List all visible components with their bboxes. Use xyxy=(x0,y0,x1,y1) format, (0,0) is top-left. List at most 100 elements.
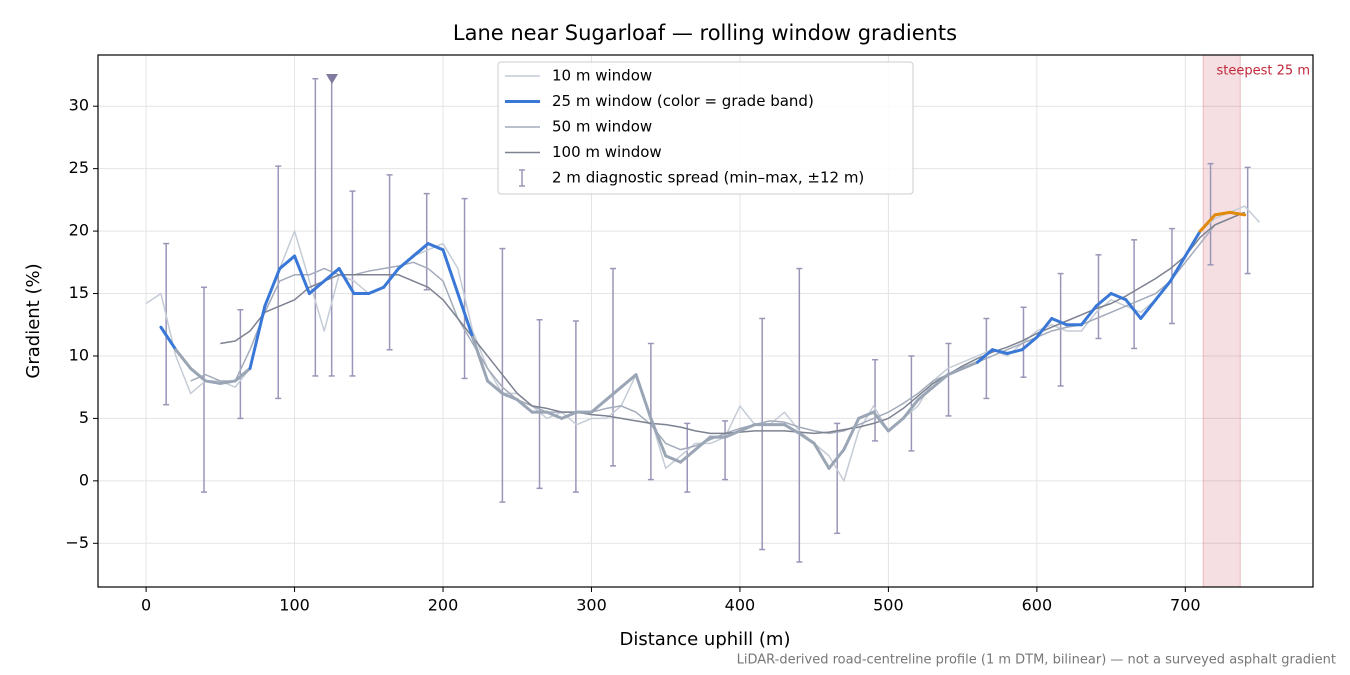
line-segment xyxy=(961,360,979,370)
highlight-label: steepest 25 m xyxy=(1217,64,1310,79)
line-segment xyxy=(396,254,415,271)
line-segment xyxy=(782,423,801,435)
line-segment xyxy=(842,416,861,452)
line-segment xyxy=(931,373,950,389)
line-segment xyxy=(471,335,490,383)
x-tick-label: 500 xyxy=(873,596,904,615)
line-segment xyxy=(619,373,638,389)
series-line xyxy=(145,205,1261,482)
line-segment xyxy=(916,385,935,402)
line-segment xyxy=(248,304,267,370)
line-segment xyxy=(1183,229,1202,258)
y-tick-label: 10 xyxy=(69,345,89,364)
highlight-band xyxy=(1202,55,1241,587)
line-segment xyxy=(293,254,311,296)
x-tick-label: 300 xyxy=(576,596,607,615)
y-tick-label: 15 xyxy=(69,283,89,302)
y-tick-label: 5 xyxy=(79,408,89,427)
line-segment xyxy=(1228,210,1247,217)
line-segment xyxy=(990,348,1009,355)
line-segment xyxy=(975,348,994,364)
line-segment xyxy=(872,410,890,433)
line-segment xyxy=(589,398,608,414)
series-line xyxy=(220,211,1245,435)
chart-title: Lane near Sugarloaf — rolling window gra… xyxy=(453,21,957,45)
y-tick-label: 30 xyxy=(69,96,89,115)
y-axis-label: Gradient (%) xyxy=(23,263,44,378)
line-segment xyxy=(159,325,178,352)
line-segment xyxy=(382,267,400,289)
line-segment xyxy=(812,441,831,470)
legend-label: 25 m window (color = grade band) xyxy=(552,92,814,110)
line-segment xyxy=(664,454,683,464)
line-segment xyxy=(322,267,341,283)
line-segment xyxy=(1198,213,1217,233)
y-tick-label: 0 xyxy=(79,470,89,489)
y-tick-label: −5 xyxy=(65,533,89,552)
line-segment xyxy=(515,398,534,414)
line-segment xyxy=(857,410,876,420)
line-segment xyxy=(441,248,460,296)
line-segment xyxy=(634,373,653,420)
line-segment xyxy=(263,267,282,308)
line-segment xyxy=(233,366,252,383)
line-segment xyxy=(1168,254,1187,283)
line-segment xyxy=(1050,317,1069,327)
legend-label: 100 m window xyxy=(552,143,662,161)
line-segment xyxy=(411,242,430,258)
plot-frame xyxy=(97,54,1314,588)
y-tick-label: 25 xyxy=(69,158,89,177)
footnote: LiDAR-derived road-centreline profile (1… xyxy=(737,653,1336,668)
line-segment xyxy=(500,391,519,402)
x-tick-label: 100 xyxy=(279,596,310,615)
series-line xyxy=(190,211,1245,451)
line-segment xyxy=(545,410,564,420)
line-segment xyxy=(456,292,475,339)
legend: 10 m window 25 m window (color = grade ba… xyxy=(497,61,914,195)
line-segment xyxy=(1124,298,1143,321)
line-segment xyxy=(649,416,668,458)
line-segment xyxy=(1213,210,1232,217)
line-segment xyxy=(203,379,222,385)
line-segment xyxy=(827,448,846,470)
line-segment xyxy=(1020,335,1039,352)
legend-label: 2 m diagnostic spread (min–max, ±12 m) xyxy=(552,169,864,187)
line-segment xyxy=(604,385,623,402)
line-segment xyxy=(1094,292,1113,308)
line-segment xyxy=(693,435,712,452)
legend-label: 10 m window xyxy=(552,67,652,85)
x-tick-label: 600 xyxy=(1022,596,1053,615)
line-segment xyxy=(174,348,193,370)
line-segment xyxy=(946,366,965,377)
line-segment xyxy=(1005,348,1024,355)
clip-marker xyxy=(326,74,338,84)
x-tick-label: 0 xyxy=(141,596,151,615)
plot-area xyxy=(145,55,1261,587)
x-tick-label: 700 xyxy=(1170,596,1201,615)
line-segment xyxy=(189,366,207,383)
line-segment xyxy=(218,379,237,385)
line-segment xyxy=(901,398,920,420)
line-segment xyxy=(886,416,905,433)
line-segment xyxy=(797,431,816,445)
line-segment xyxy=(1079,304,1098,327)
line-segment xyxy=(1154,279,1172,302)
line-segment xyxy=(367,285,386,296)
legend-box xyxy=(497,61,914,195)
x-tick-label: 200 xyxy=(428,596,459,615)
x-axis-label: Distance uphill (m) xyxy=(620,629,791,650)
line-segment xyxy=(1035,317,1054,339)
line-segment xyxy=(307,279,326,296)
line-segment xyxy=(679,448,697,464)
y-tick-label: 20 xyxy=(69,221,89,240)
line-segment xyxy=(1109,292,1128,302)
line-segment xyxy=(1139,298,1158,321)
x-tick-label: 400 xyxy=(725,596,756,615)
line-segment xyxy=(723,429,742,439)
legend-label: 50 m window xyxy=(552,118,652,136)
line-segment xyxy=(426,242,445,252)
axes: 0 100 200 300 400 500 600 700 −5 0 5 10 15 20 25 30 stee… xyxy=(65,64,1310,615)
line-segment xyxy=(278,254,297,271)
